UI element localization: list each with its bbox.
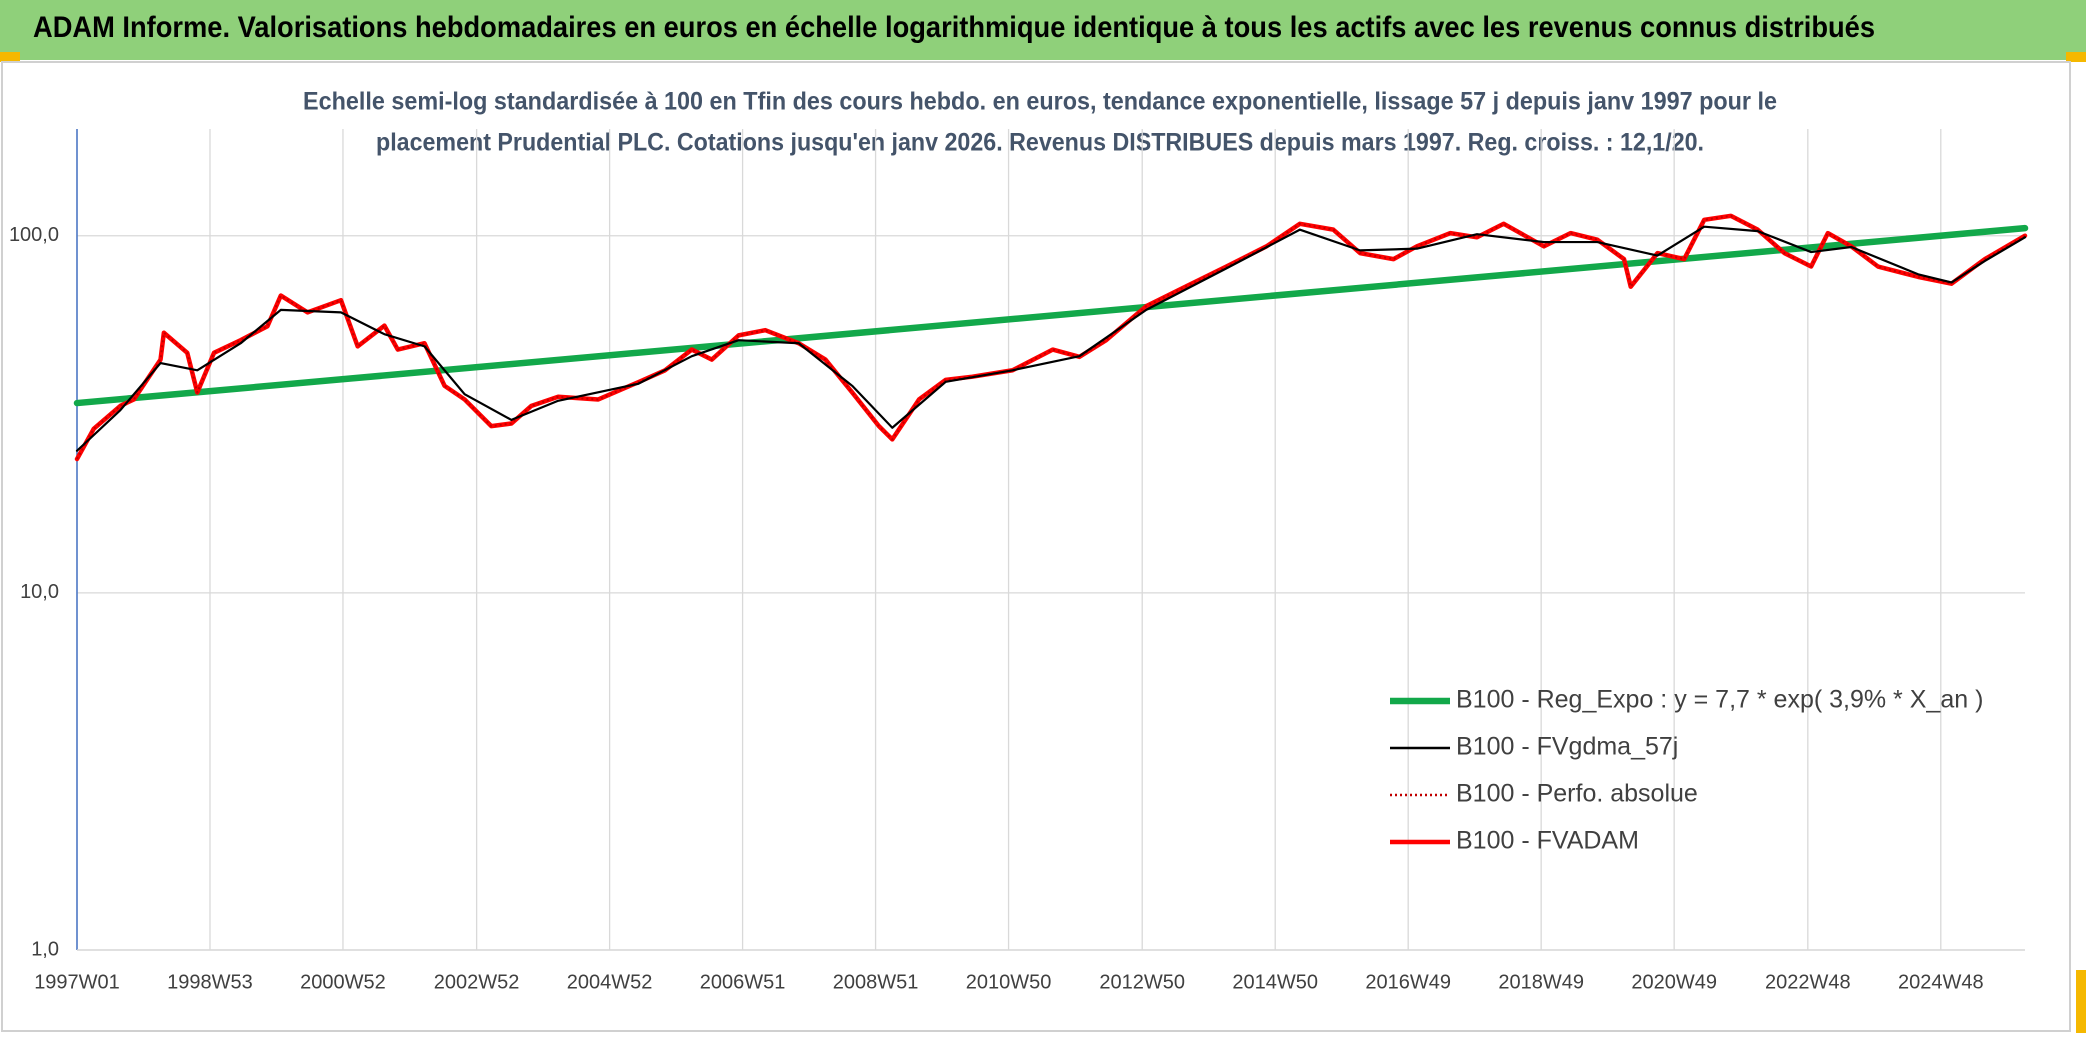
corner-mark xyxy=(2076,970,2086,1033)
chart-subtitle: placement Prudential PLC. Cotations jusq… xyxy=(376,129,1704,157)
series-line xyxy=(73,224,2029,407)
corner-mark xyxy=(2066,52,2086,62)
x-tick-label: 2016W49 xyxy=(1365,971,1451,993)
page-title: ADAM Informe. Valorisations hebdomadaire… xyxy=(33,11,1875,44)
plot-area xyxy=(73,213,2029,462)
chart-subtitle: Echelle semi-log standardisée à 100 en T… xyxy=(303,88,1777,116)
x-tick-label: 2012W50 xyxy=(1099,971,1185,993)
x-tick-label: 2006W51 xyxy=(700,971,786,993)
x-tick-label: 2014W50 xyxy=(1232,971,1318,993)
grid: 1,0 10,0 100,0 1997W01 1998W53 2000W52 2002W52… xyxy=(9,129,2025,993)
x-tick-label: 2000W52 xyxy=(300,971,386,993)
x-tick-label: 2024W48 xyxy=(1898,971,1984,993)
y-tick-label: 10,0 xyxy=(20,581,59,603)
legend-label: B100 - Perfo. absolue xyxy=(1456,780,1698,808)
y-tick-label: 100,0 xyxy=(9,224,59,246)
legend-label: B100 - FVgdma_57j xyxy=(1456,733,1678,761)
title-banner xyxy=(0,0,2086,60)
x-tick-label: 2010W50 xyxy=(966,971,1052,993)
x-tick-label: 2018W49 xyxy=(1498,971,1584,993)
y-tick-label: 1,0 xyxy=(31,938,59,960)
series-line xyxy=(75,225,2027,452)
corner-mark xyxy=(0,52,20,62)
legend: B100 - Reg_Expo : y = 7,7 * exp( 3,9% * … xyxy=(1390,686,1983,855)
x-tick-label: 2022W48 xyxy=(1765,971,1851,993)
x-tick-label: 2002W52 xyxy=(434,971,520,993)
legend-label: B100 - FVADAM xyxy=(1456,827,1639,855)
x-tick-label: 1997W01 xyxy=(34,971,120,993)
x-tick-label: 2020W49 xyxy=(1631,971,1717,993)
chart-frame xyxy=(1,61,2071,1032)
x-tick-label: 2008W51 xyxy=(833,971,919,993)
x-tick-label: 1998W53 xyxy=(167,971,253,993)
x-tick-label: 2004W52 xyxy=(567,971,653,993)
legend-label: B100 - Reg_Expo : y = 7,7 * exp( 3,9% * … xyxy=(1456,686,1983,714)
